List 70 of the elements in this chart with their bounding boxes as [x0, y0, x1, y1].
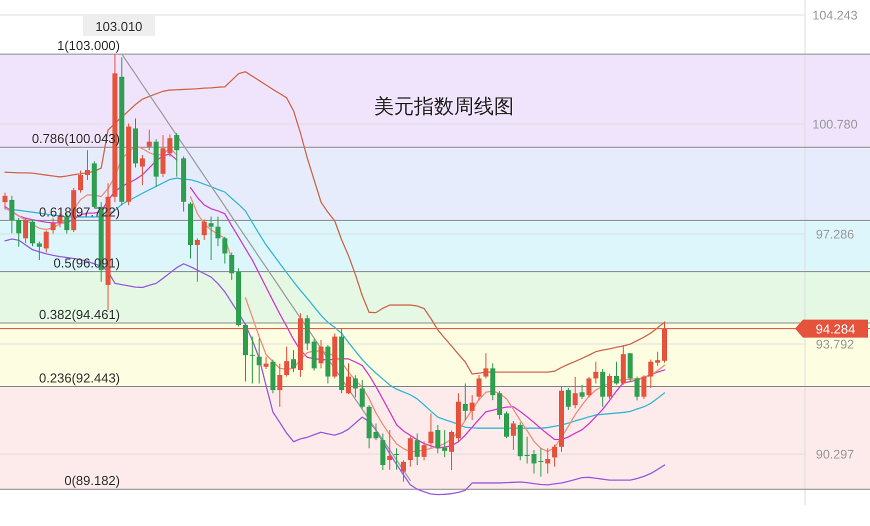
ref-line-label: 0.382(94.461): [39, 306, 120, 322]
candlestick: [470, 394, 475, 420]
candlestick: [215, 216, 220, 247]
text: 美元指数周线图: [374, 95, 514, 118]
candlestick: [572, 376, 578, 409]
candlestick: [44, 230, 49, 253]
candlestick: [414, 433, 420, 466]
candlestick: [394, 448, 400, 470]
candlestick: [277, 363, 282, 408]
candlestick: [291, 350, 296, 373]
y-tick-label: 100.780: [812, 118, 858, 132]
y-tick-label: 104.243: [812, 8, 858, 23]
candlestick: [360, 380, 365, 409]
candlestick: [352, 374, 358, 398]
candlestick: [167, 134, 172, 157]
ref-line-label: 0(89.182): [64, 473, 120, 488]
candlestick: [607, 373, 612, 400]
candlestick: [538, 448, 544, 478]
candlestick: [174, 132, 180, 178]
candlestick: [36, 240, 42, 261]
annotation: 103.010: [95, 18, 142, 34]
candlestick: [23, 217, 28, 244]
candlestick: [256, 338, 262, 384]
candlestick: [462, 382, 468, 420]
candlestick: [194, 238, 200, 282]
candlestick: [208, 216, 214, 261]
candlestick: [634, 376, 640, 401]
candlestick: [586, 376, 592, 398]
candlestick: [229, 252, 234, 280]
ref-line-label: 1(103.000): [57, 38, 120, 54]
candlestick: [84, 150, 90, 181]
candlestick: [476, 374, 482, 401]
candlestick: [566, 387, 571, 410]
candlestick: [504, 410, 510, 439]
candlestick: [552, 444, 558, 468]
candlestick: [449, 430, 454, 471]
candlestick: [284, 346, 290, 378]
candlestick: [531, 449, 536, 474]
candlestick: [593, 361, 598, 384]
candlestick: [428, 412, 434, 448]
candlestick: [222, 236, 228, 264]
candlestick: [318, 340, 324, 369]
candlestick: [387, 430, 392, 470]
candlestick: [2, 192, 8, 209]
candlestick: [641, 374, 646, 400]
y-tick-label: 90.297: [816, 448, 854, 462]
candlestick: [264, 356, 269, 370]
candlestick: [422, 440, 427, 461]
candlestick: [140, 154, 145, 186]
candlestick: [146, 129, 152, 151]
candlestick: [202, 218, 207, 240]
candlestick: [346, 362, 351, 395]
candlestick: [30, 218, 35, 247]
candlestick: [9, 195, 14, 234]
candlestick: [250, 336, 255, 384]
candlestick: [614, 361, 619, 386]
candlestick: [580, 384, 585, 400]
y-tick-label: 97.286: [816, 228, 854, 242]
ref-line-label: 94.284: [816, 322, 856, 337]
candlestick: [510, 420, 516, 450]
candlestick: [16, 217, 22, 248]
candlestick: [78, 170, 84, 194]
candlestick: [408, 436, 413, 468]
line-series: [4, 238, 666, 496]
candlestick: [373, 422, 378, 441]
y-tick-label: 93.792: [816, 338, 854, 352]
candlestick: [545, 448, 550, 474]
candlestick: [483, 352, 488, 379]
candlestick: [400, 460, 406, 482]
ref-line-label: 0.236(92.443): [39, 370, 120, 386]
